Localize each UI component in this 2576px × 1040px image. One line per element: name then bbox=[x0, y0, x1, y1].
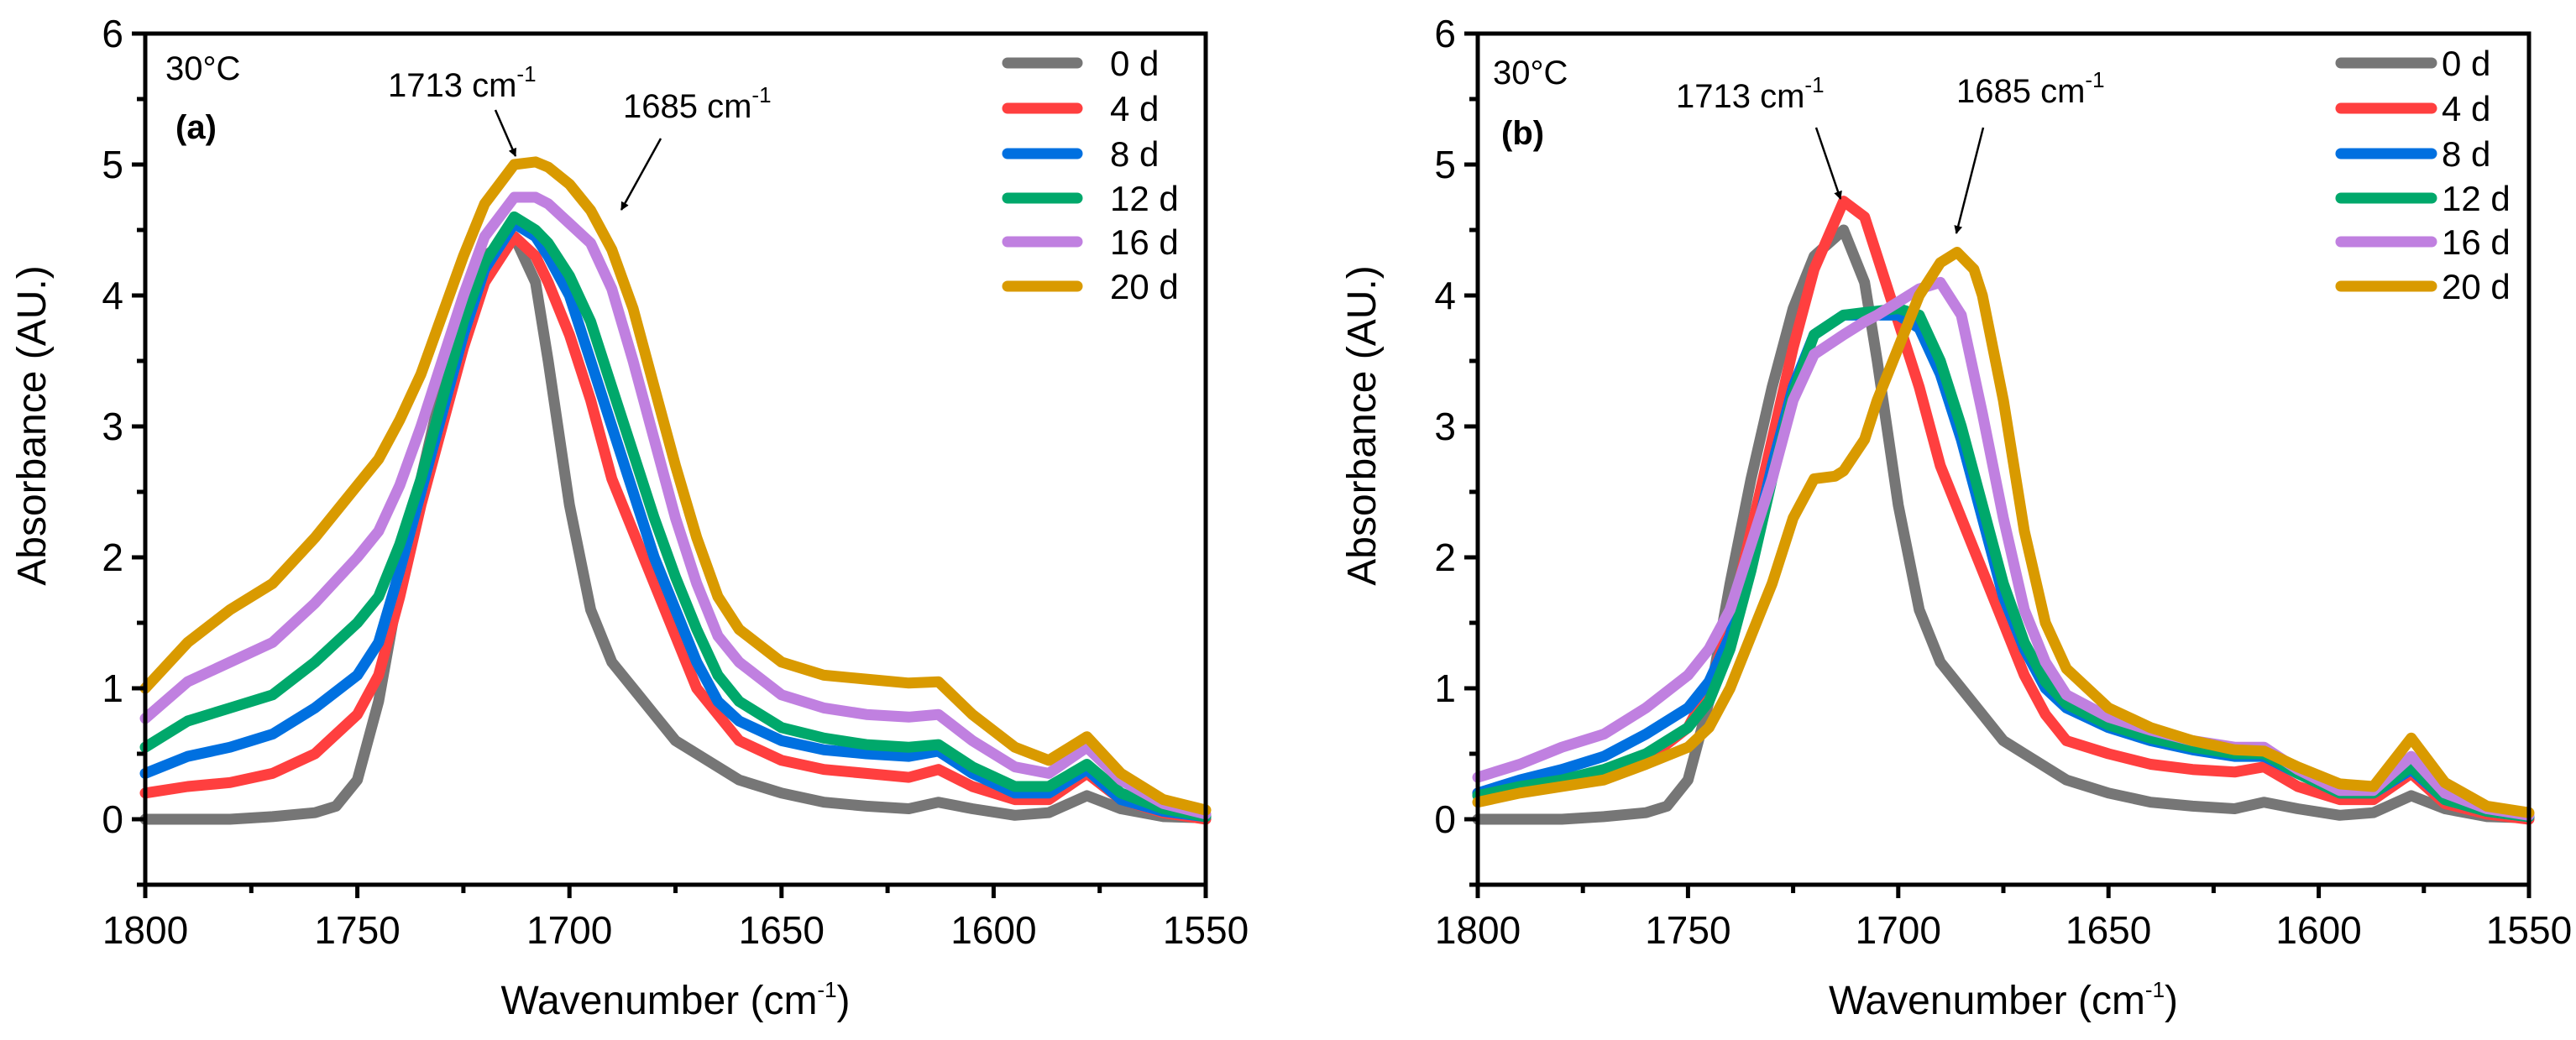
x-axis-title: Wavenumber (cm-1) bbox=[500, 977, 850, 1023]
peak-annotation-text: 1685 cm bbox=[623, 88, 751, 125]
x-tick-label: 1750 bbox=[314, 908, 400, 952]
peak-annotation-text: 1713 cm bbox=[1676, 78, 1804, 115]
y-tick-label: 5 bbox=[1434, 143, 1456, 186]
legend-label: 16 d bbox=[1110, 222, 1179, 262]
peak-annotation-sup: -1 bbox=[2085, 67, 2104, 92]
x-tick-label: 1650 bbox=[2066, 908, 2151, 952]
x-tick-label: 1550 bbox=[1163, 908, 1249, 952]
x-axis-title-end: ) bbox=[837, 979, 851, 1023]
x-tick-label: 1750 bbox=[1645, 908, 1730, 952]
panel-a: 1800 1750 1700 1650 1600 1550 0 1 2 3 4 5 6 Wavenumbe… bbox=[10, 12, 1249, 1023]
arrow-icon bbox=[1814, 127, 1842, 200]
x-axis-title-end: ) bbox=[2165, 979, 2178, 1023]
peak-annotation: 1685 cm-1 bbox=[1956, 67, 2105, 110]
legend-label: 20 d bbox=[1110, 267, 1179, 306]
arrow-icon bbox=[494, 109, 517, 157]
y-tick-label: 2 bbox=[1434, 536, 1456, 579]
x-tick-label: 1700 bbox=[1856, 908, 1941, 952]
y-tick-label: 1 bbox=[1434, 666, 1456, 710]
condition-label: 30°C bbox=[165, 50, 240, 87]
peak-annotation-sup: -1 bbox=[1804, 72, 1824, 97]
arrow-icon bbox=[620, 138, 662, 211]
legend-label: 0 d bbox=[1110, 44, 1159, 83]
legend-label: 0 d bbox=[2442, 44, 2490, 83]
series-line-0-d bbox=[139, 231, 1212, 825]
series-line-12-d bbox=[139, 211, 1212, 823]
panel-label: (b) bbox=[1501, 115, 1544, 152]
series-line-20-d bbox=[1472, 247, 2535, 818]
peak-annotation: 1713 cm-1 bbox=[1676, 72, 1825, 115]
series-line-0-d bbox=[1472, 224, 2535, 825]
series-line-20-d bbox=[139, 156, 1212, 816]
legend-label: 12 d bbox=[2442, 179, 2511, 218]
y-tick-label: 5 bbox=[102, 143, 123, 186]
peak-annotation: 1713 cm-1 bbox=[388, 61, 537, 104]
peak-annotation-text: 1713 cm bbox=[388, 67, 516, 104]
arrow-icon bbox=[1954, 127, 1985, 234]
y-tick-label: 0 bbox=[102, 797, 123, 841]
series-line-16-d bbox=[139, 191, 1212, 820]
x-tick-label: 1800 bbox=[102, 908, 188, 952]
legend-label: 4 d bbox=[1110, 89, 1159, 128]
peak-annotation-text: 1685 cm bbox=[1956, 73, 2085, 110]
x-axis-title: Wavenumber (cm-1) bbox=[1829, 977, 2178, 1023]
y-tick-label: 1 bbox=[102, 666, 123, 710]
y-axis-title: Absorbance (AU.) bbox=[10, 265, 55, 586]
peak-annotation-sup: -1 bbox=[516, 61, 536, 86]
y-tick-label: 4 bbox=[1434, 274, 1456, 317]
y-tick-label: 0 bbox=[1434, 797, 1456, 841]
x-axis-title-sup: -1 bbox=[817, 977, 836, 1002]
x-tick-label: 1550 bbox=[2486, 908, 2572, 952]
x-axis-title-main: Wavenumber (cm bbox=[1829, 979, 2145, 1023]
legend-label: 8 d bbox=[2442, 134, 2490, 174]
y-tick-label: 3 bbox=[1434, 405, 1456, 448]
condition-label: 30°C bbox=[1493, 55, 1568, 91]
x-tick-label: 1650 bbox=[739, 908, 825, 952]
x-axis-title-main: Wavenumber (cm bbox=[500, 979, 817, 1023]
legend-label: 8 d bbox=[1110, 134, 1159, 174]
y-tick-label: 2 bbox=[102, 536, 123, 579]
panel-b: 1800 1750 1700 1650 1600 1550 0 1 2 3 4 5 6 Wavenumbe… bbox=[1340, 12, 2572, 1023]
peak-annotation-sup: -1 bbox=[751, 82, 771, 107]
y-axis-title: Absorbance (AU.) bbox=[1340, 265, 1385, 586]
x-tick-label: 1600 bbox=[2275, 908, 2361, 952]
series-line-4-d bbox=[139, 231, 1212, 825]
series-line-8-d bbox=[139, 217, 1212, 823]
panel-label: (a) bbox=[175, 109, 217, 146]
x-axis-title-sup: -1 bbox=[2145, 977, 2165, 1002]
x-tick-label: 1700 bbox=[526, 908, 612, 952]
series-line-4-d bbox=[1472, 196, 2535, 825]
x-tick-label: 1800 bbox=[1435, 908, 1521, 952]
legend-label: 16 d bbox=[2442, 222, 2511, 262]
y-tick-label: 6 bbox=[102, 12, 123, 55]
y-tick-label: 3 bbox=[102, 405, 123, 448]
peak-annotation: 1685 cm-1 bbox=[623, 82, 772, 125]
legend-label: 12 d bbox=[1110, 179, 1179, 218]
y-tick-label: 4 bbox=[102, 274, 123, 317]
x-tick-label: 1600 bbox=[950, 908, 1036, 952]
legend-label: 4 d bbox=[2442, 89, 2490, 128]
y-tick-label: 6 bbox=[1434, 12, 1456, 55]
legend-label: 20 d bbox=[2442, 267, 2511, 306]
